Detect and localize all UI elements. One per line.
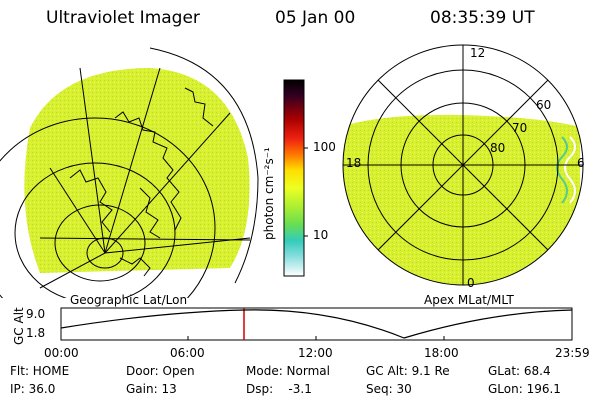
time-label: 08:35:39 UT xyxy=(430,8,535,28)
timeline-xtick-1800: 18:00 xyxy=(424,346,459,360)
timeline-ylabel: GC Alt xyxy=(12,307,26,345)
right-panel-caption: Apex MLat/MLT xyxy=(424,293,514,307)
geographic-image xyxy=(0,47,259,298)
colorbar-tick-10: 10 xyxy=(313,228,329,242)
timeline-ytick-1.8: 1.8 xyxy=(26,326,46,340)
timeline-xtick-0000: 00:00 xyxy=(44,346,79,360)
info-mode: Mode: Normal xyxy=(246,364,330,378)
colorbar xyxy=(283,79,308,277)
lat-lon-grid xyxy=(0,67,251,298)
mlat-label-70: 70 xyxy=(512,121,528,135)
info-seq: Seq: 30 xyxy=(366,382,412,396)
info-dsp: Dsp: -3.1 xyxy=(246,382,312,396)
info-gain: Gain: 13 xyxy=(126,382,177,396)
mlat-label-80: 80 xyxy=(490,141,506,155)
mlat-mlt-grid xyxy=(342,44,584,286)
info-ip: IP: 36.0 xyxy=(10,382,56,396)
earth-limb xyxy=(149,47,259,284)
mlt-label-12: 12 xyxy=(470,46,486,60)
altitude-curve xyxy=(60,309,573,339)
info-glon: GLon: 196.1 xyxy=(488,382,561,396)
date-label: 05 Jan 00 xyxy=(275,8,356,28)
timeline-ytick-9: 9.0 xyxy=(26,307,46,321)
app-title: Ultraviolet Imager xyxy=(46,8,200,28)
colorbar-unit-label: photon cm⁻²s⁻¹ xyxy=(262,147,276,240)
coastlines xyxy=(69,87,214,277)
info-door: Door: Open xyxy=(126,364,195,378)
uv-image-polar xyxy=(343,114,580,285)
mlat-label-60: 60 xyxy=(536,98,552,112)
mlt-label-18: 18 xyxy=(346,156,362,170)
mlt-label-6: 6 xyxy=(577,156,585,170)
mlt-label-0: 0 xyxy=(467,276,475,290)
colorbar-tick-100: 100 xyxy=(313,140,336,154)
left-panel-caption: Geographic Lat/Lon xyxy=(70,293,188,307)
altitude-timeline xyxy=(60,307,573,341)
timeline-xtick-1200: 12:00 xyxy=(298,346,333,360)
polar-image xyxy=(342,44,584,286)
timeline-xtick-0600: 06:00 xyxy=(170,346,205,360)
info-gc-alt: GC Alt: 9.1 Re xyxy=(366,364,450,378)
info-glat: GLat: 68.4 xyxy=(488,364,551,378)
info-flt: Flt: HOME xyxy=(10,364,70,378)
colorbar-gradient xyxy=(283,79,305,277)
timeline-xtick-2359: 23:59 xyxy=(555,346,590,360)
